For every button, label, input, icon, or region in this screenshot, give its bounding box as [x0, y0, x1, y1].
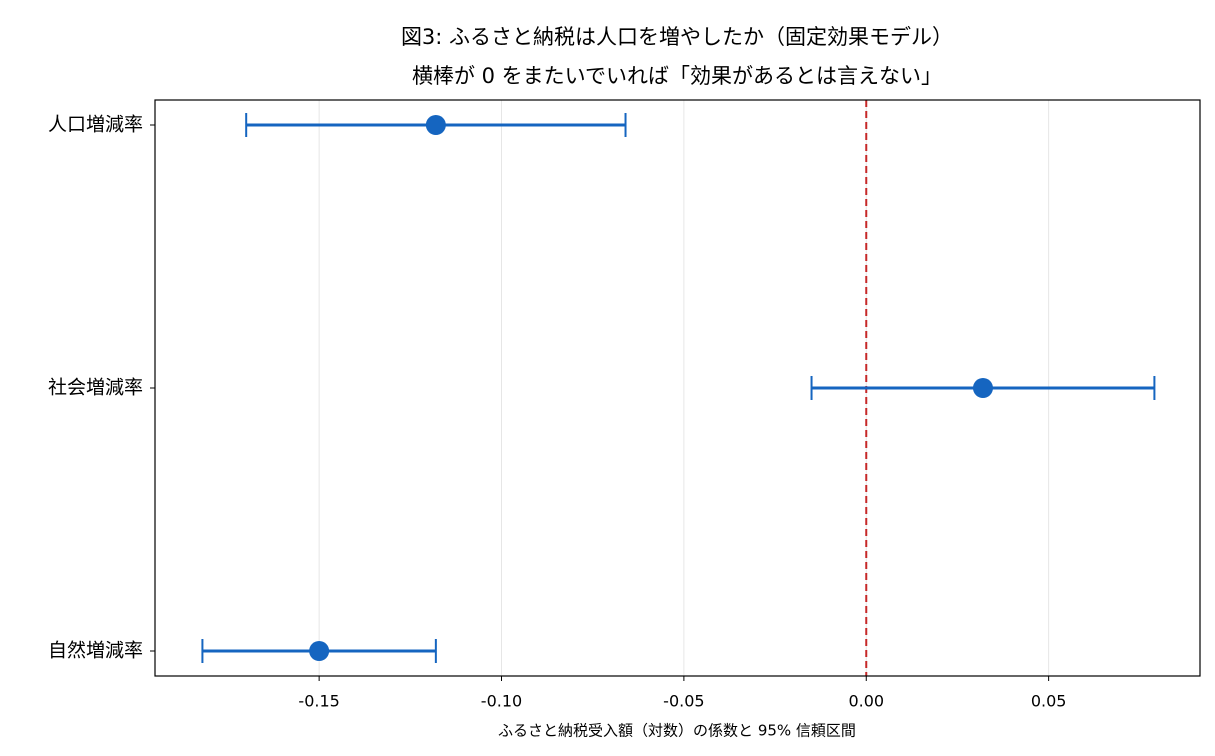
chart-title: 図3: ふるさと納税は人口を増やしたか（固定効果モデル）: [401, 25, 953, 49]
y-tick-label: 自然増減率: [48, 640, 143, 662]
x-axis-label: ふるさと納税受入額（対数）の係数と 95% 信頼区間: [498, 722, 856, 740]
x-tick-label: 0.00: [848, 692, 884, 711]
x-tick-label: -0.05: [663, 692, 704, 711]
y-tick-label: 社会増減率: [48, 377, 143, 399]
chart-subtitle: 横棒が 0 をまたいでいれば「効果があるとは言えない」: [412, 64, 942, 88]
x-tick-label: -0.10: [481, 692, 522, 711]
plot-frame: [154, 99, 1201, 677]
x-tick-label: -0.15: [298, 692, 339, 711]
point: [425, 115, 446, 135]
x-tick-label: 0.05: [1031, 692, 1067, 711]
point: [309, 641, 330, 661]
y-tick-label: 人口増減率: [48, 114, 143, 136]
point: [972, 378, 993, 398]
